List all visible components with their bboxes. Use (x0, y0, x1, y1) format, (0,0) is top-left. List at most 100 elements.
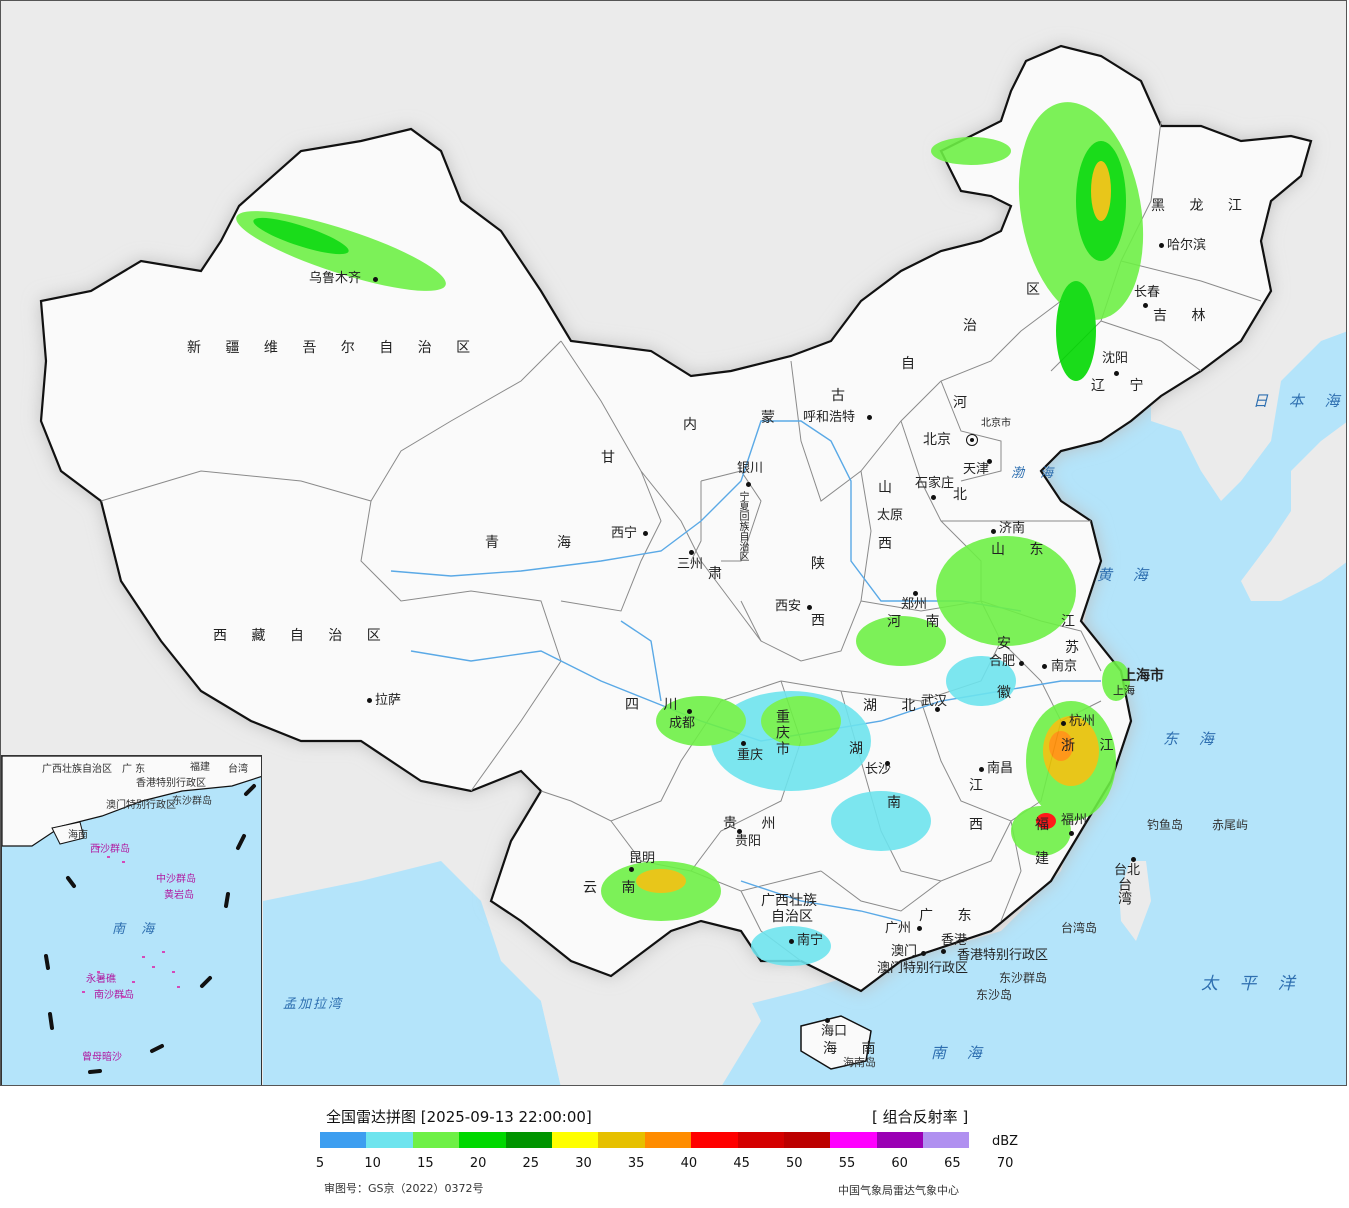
region-xizang: 西 藏 自 治 区 (213, 628, 391, 644)
sea-yellow: 黄 海 (1097, 566, 1156, 584)
land-japan (1241, 422, 1346, 601)
region-qinghai-2: 海 (557, 535, 581, 551)
scale-tick-label: 30 (575, 1156, 592, 1171)
sea-south: 南 海 (931, 1044, 990, 1062)
city-beijing: 北京 (923, 432, 951, 448)
region-guangdong: 广 东 (919, 908, 982, 924)
scale-swatch (644, 1132, 692, 1148)
scale-tick-label: 65 (944, 1156, 961, 1171)
city-hefei: 合肥 (989, 654, 1016, 669)
region-guangxi-2: 自治区 (771, 909, 813, 925)
region-fujian-2: 建 (1035, 851, 1059, 867)
region-jiangsu-2: 苏 (1065, 640, 1089, 656)
region-shaanxi-2: 西 (811, 613, 835, 629)
city-dot (921, 951, 926, 956)
city-guangzhou: 广州 (885, 921, 912, 936)
sea-bengal (263, 861, 561, 1085)
city-changchun: 长春 (1134, 285, 1161, 300)
scale-tick-label: 70 (996, 1156, 1014, 1171)
region-ningxia: 宁夏回族自治区 (737, 491, 748, 561)
city-dot (373, 277, 378, 282)
city-nanjing: 南京 (1051, 659, 1078, 674)
city-beijing-city: 北京市 (981, 418, 1011, 429)
inset-huangyan: 黄岩岛 (164, 890, 194, 901)
city-dot (741, 741, 746, 746)
scale-swatch (923, 1132, 970, 1148)
city-shanghai: 上海 (1113, 684, 1135, 697)
land-seasia (541, 961, 761, 1085)
scale-swatch (412, 1132, 460, 1148)
scale-swatch (320, 1132, 367, 1148)
city-tianjin: 天津 (963, 462, 990, 477)
region-nmg-3: 古 (831, 388, 855, 404)
land-korea (1151, 291, 1346, 501)
island-dongsha: 东沙群岛 (999, 971, 1048, 985)
land-taiwan (1119, 861, 1151, 941)
city-dot (825, 1018, 830, 1023)
scale-tick-label: 35 (627, 1156, 645, 1171)
scale-swatch (830, 1132, 877, 1148)
legend-product: [ 组合反射率 ] (872, 1108, 969, 1126)
region-sichuan: 四 川 (625, 697, 688, 713)
region-guangxi-1: 广西壮族 (761, 893, 817, 909)
sea-pacific: 太 平 洋 (1201, 974, 1303, 994)
color-scale-ticks: 5 10 15 20 25 30 35 40 45 50 55 60 65 70 (300, 1156, 1014, 1172)
sea-bohai: 渤 海 (1011, 466, 1060, 481)
city-nanning: 南宁 (797, 933, 824, 948)
radar-map[interactable]: 新 疆 维 吾 尔 自 治 区 西 藏 自 治 区 青 海 甘 肃 内 蒙 古 … (0, 0, 1347, 1086)
region-nmg-4: 自 (901, 356, 925, 372)
city-dot (987, 459, 992, 464)
island-dongsha-dao: 东沙岛 (976, 988, 1013, 1002)
city-dot (917, 926, 922, 931)
legend-title: 全国雷达拼图 [2025-09-13 22:00:00] (326, 1108, 592, 1126)
sea-bengal: 孟加拉湾 (283, 997, 344, 1012)
city-dot (941, 949, 946, 954)
china-border (39, 44, 1313, 993)
radar-echoes (236, 102, 1144, 966)
city-dot (1143, 303, 1148, 308)
city-lhasa: 拉萨 (375, 693, 402, 708)
city-dot (687, 709, 692, 714)
scale-swatch (505, 1132, 552, 1148)
region-xinjiang: 新 疆 维 吾 尔 自 治 区 (187, 340, 481, 356)
city-dot (746, 482, 751, 487)
scale-swatch (691, 1132, 738, 1148)
city-dot (689, 550, 694, 555)
scale-tick-label: 25 (522, 1156, 540, 1171)
city-dot (1061, 721, 1066, 726)
city-taipei: 台北 (1114, 863, 1141, 878)
city-harbin: 哈尔滨 (1167, 238, 1207, 253)
city-dot (807, 605, 812, 610)
inset-fujian: 福建 (190, 762, 210, 773)
city-shijiazhuang: 石家庄 (915, 476, 955, 491)
scale-tick-label: 40 (680, 1156, 698, 1171)
city-taiyuan: 太原 (877, 508, 904, 523)
city-dot (1019, 661, 1024, 666)
scale-swatch (459, 1132, 506, 1148)
city-dot (935, 707, 940, 712)
region-nmg-6: 区 (1026, 282, 1050, 298)
legend-unit: dBZ (992, 1134, 1019, 1149)
scale-tick-label: 50 (786, 1156, 803, 1171)
region-jiangxi-1: 江 (969, 778, 993, 794)
region-yunnan: 云 南 (583, 880, 646, 896)
region-henan: 河 南 (887, 614, 950, 630)
region-nmg-1: 内 (683, 417, 707, 433)
city-hangzhou: 杭州 (1069, 714, 1096, 729)
scale-swatch (551, 1132, 599, 1148)
region-gansu-2: 肃 (708, 566, 732, 582)
scale-swatch (876, 1132, 924, 1148)
city-dot (867, 415, 872, 420)
city-dot (789, 939, 794, 944)
city-haikou: 海口 (821, 1024, 848, 1039)
scale-swatch (598, 1132, 645, 1148)
city-dot (1042, 664, 1047, 669)
region-shaanxi-1: 陕 (811, 556, 835, 572)
island-taiwan: 台湾岛 (1061, 921, 1098, 935)
region-hunan-2: 南 (887, 795, 911, 811)
city-chongqing: 重庆 (737, 748, 764, 763)
scale-tick-label: 60 (891, 1156, 908, 1171)
city-dot (991, 529, 996, 534)
scale-swatch (783, 1132, 831, 1148)
region-jiangsu-1: 江 (1061, 614, 1085, 630)
